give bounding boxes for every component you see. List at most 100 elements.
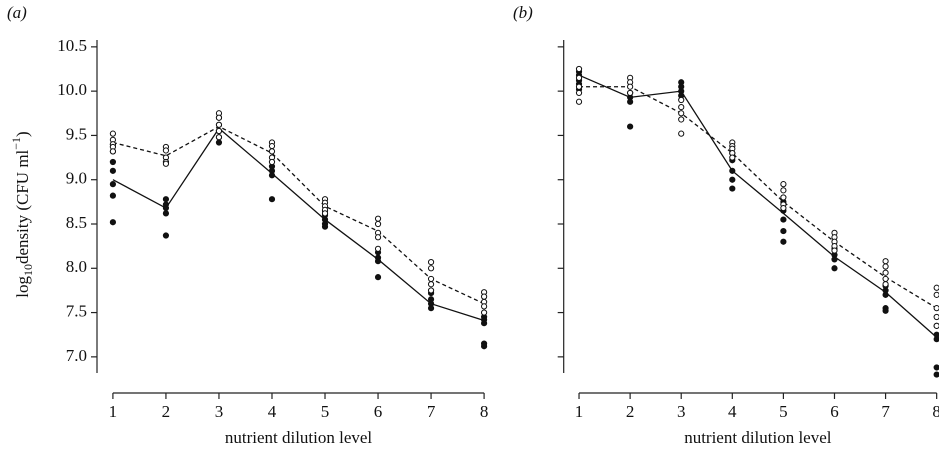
data-point bbox=[678, 103, 685, 111]
data-point bbox=[933, 371, 939, 378]
data-point bbox=[321, 210, 329, 217]
data-point bbox=[729, 176, 736, 183]
data-point bbox=[575, 65, 583, 73]
x-tick-label: 1 bbox=[575, 402, 584, 421]
x-tick-label: 3 bbox=[215, 402, 224, 421]
y-label-part: −1 bbox=[9, 137, 23, 150]
x-tick-label: 3 bbox=[677, 402, 686, 421]
data-point bbox=[882, 258, 889, 265]
data-point bbox=[109, 167, 117, 174]
mean-line bbox=[112, 127, 485, 322]
data-point bbox=[162, 210, 170, 217]
data-point bbox=[215, 134, 223, 141]
data-point bbox=[933, 291, 939, 298]
data-point bbox=[162, 232, 170, 239]
data-point bbox=[882, 275, 889, 283]
panel-label: (b) bbox=[513, 3, 533, 22]
data-point bbox=[933, 305, 939, 312]
data-point bbox=[729, 185, 736, 192]
data-point bbox=[374, 220, 382, 228]
x-tick-label: 4 bbox=[728, 402, 737, 421]
data-point bbox=[427, 275, 435, 283]
data-point bbox=[480, 343, 488, 350]
data-point bbox=[374, 215, 382, 222]
y-tick-label: 10.0 bbox=[57, 80, 87, 99]
x-tick-label: 5 bbox=[779, 402, 788, 421]
y-label-part: density (CFU ml bbox=[13, 149, 32, 264]
data-point bbox=[268, 158, 276, 166]
x-tick-label: 6 bbox=[830, 402, 839, 421]
x-tick-label: 7 bbox=[881, 402, 890, 421]
data-point bbox=[831, 247, 838, 254]
data-point bbox=[933, 284, 939, 291]
data-point bbox=[780, 216, 787, 223]
x-tick-label: 6 bbox=[374, 402, 383, 421]
data-point bbox=[575, 74, 583, 81]
data-point bbox=[215, 121, 223, 128]
x-tick-label: 2 bbox=[162, 402, 171, 421]
x-axis-label: nutrient dilution level bbox=[684, 428, 832, 447]
y-tick-label: 7.0 bbox=[66, 346, 87, 365]
data-point bbox=[215, 139, 223, 146]
y-tick-label: 8.0 bbox=[66, 257, 87, 276]
data-point bbox=[268, 148, 276, 155]
y-tick-label: 9.5 bbox=[66, 124, 87, 143]
y-label-part: log bbox=[13, 276, 32, 298]
data-point bbox=[374, 245, 382, 252]
data-point bbox=[427, 281, 435, 288]
data-point bbox=[933, 322, 939, 329]
data-point bbox=[268, 196, 276, 203]
data-point bbox=[678, 116, 685, 123]
data-point bbox=[627, 123, 634, 130]
data-point bbox=[109, 130, 117, 137]
data-point bbox=[831, 265, 838, 272]
x-tick-label: 7 bbox=[427, 402, 436, 421]
data-point bbox=[427, 258, 435, 266]
data-point bbox=[268, 172, 276, 179]
data-point bbox=[109, 158, 117, 166]
x-axis-label: nutrient dilution level bbox=[225, 428, 373, 447]
data-point bbox=[374, 234, 382, 241]
data-point bbox=[780, 187, 787, 194]
data-point bbox=[575, 83, 583, 90]
data-point bbox=[427, 265, 435, 272]
data-point bbox=[882, 269, 889, 276]
x-tick-label: 1 bbox=[109, 402, 118, 421]
data-point bbox=[831, 256, 838, 263]
data-point bbox=[933, 364, 939, 371]
data-point bbox=[162, 196, 170, 203]
data-point bbox=[627, 83, 634, 90]
data-point bbox=[575, 89, 583, 97]
data-point bbox=[374, 274, 382, 281]
y-tick-label: 10.5 bbox=[57, 36, 87, 55]
data-point bbox=[162, 204, 170, 212]
data-point bbox=[780, 204, 787, 212]
data-point bbox=[109, 181, 117, 188]
y-tick-label: 8.5 bbox=[66, 213, 87, 232]
mean-line bbox=[112, 125, 485, 305]
x-tick-label: 2 bbox=[626, 402, 635, 421]
data-point bbox=[882, 263, 889, 270]
data-point bbox=[109, 148, 117, 155]
data-point bbox=[882, 281, 889, 288]
data-point bbox=[933, 336, 939, 343]
data-point bbox=[215, 127, 223, 135]
data-point bbox=[374, 258, 382, 265]
data-point bbox=[321, 223, 329, 230]
y-label-part: ) bbox=[13, 131, 32, 137]
y-tick-label: 9.0 bbox=[66, 169, 87, 188]
y-tick-label: 7.5 bbox=[66, 301, 87, 320]
data-point bbox=[627, 98, 634, 105]
data-point bbox=[780, 238, 787, 245]
x-tick-label: 8 bbox=[480, 402, 489, 421]
data-point bbox=[729, 154, 736, 161]
y-label-part: 10 bbox=[21, 264, 35, 276]
data-point bbox=[933, 313, 939, 321]
data-point bbox=[780, 227, 787, 235]
y-axis-label: log10density (CFU ml−1) bbox=[9, 131, 35, 297]
panel-label: (a) bbox=[7, 3, 27, 22]
data-point bbox=[627, 89, 634, 97]
data-point bbox=[480, 303, 488, 310]
data-point bbox=[268, 142, 276, 150]
